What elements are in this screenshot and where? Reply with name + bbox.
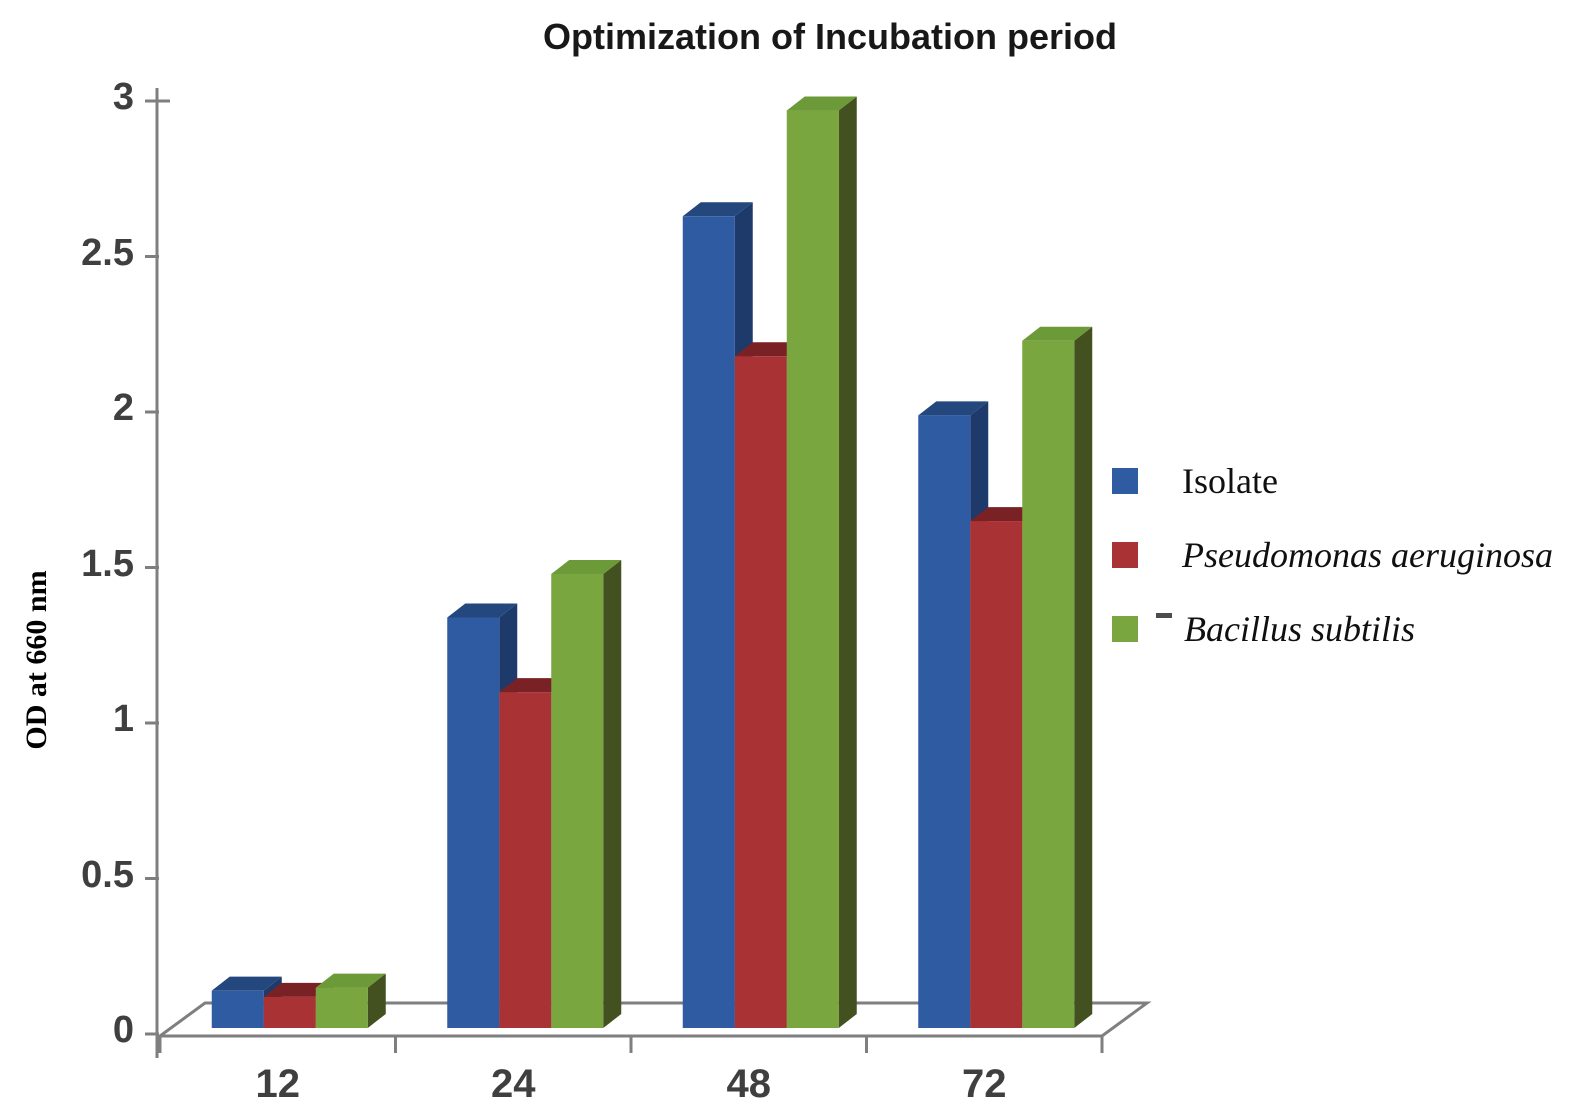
legend-item-bacillus: Bacillus subtilis: [1112, 606, 1553, 652]
x-tick-label-48: 48: [726, 1062, 772, 1106]
bar-top-face: [682, 202, 753, 217]
legend-item-pseudomonas: Pseudomonas aeruginosa: [1112, 532, 1553, 578]
bar-front-face: [447, 617, 500, 1028]
bar-front-face: [315, 987, 368, 1028]
bar-top-face: [551, 559, 622, 574]
bar-side-face: [1074, 326, 1093, 1028]
bar-top-face: [211, 976, 282, 991]
chart-title: Optimization of Incubation period: [543, 16, 1117, 57]
y-tick-label-2.5: 2.5: [81, 231, 134, 274]
legend-label-bacillus: Bacillus subtilis: [1184, 609, 1416, 649]
bar-front-face: [970, 521, 1023, 1028]
legend-label-isolate: Isolate: [1182, 461, 1278, 501]
bar-side-face: [838, 96, 857, 1029]
bar-front-face: [499, 692, 552, 1028]
legend: Isolate Pseudomonas aeruginosa Bacillus …: [1112, 458, 1553, 680]
y-tick-label-2: 2: [112, 387, 134, 429]
y-tick-label-0.5: 0.5: [81, 853, 134, 896]
bar-side-face: [603, 559, 622, 1028]
bar-front-face: [211, 990, 264, 1028]
bar-bacillus-48: [786, 96, 857, 1029]
x-tick-label-12: 12: [255, 1062, 301, 1106]
bar-front-face: [734, 356, 787, 1028]
bar-front-face: [918, 415, 971, 1029]
y-tick-label-3: 3: [112, 76, 134, 118]
x-tick-label-24: 24: [491, 1062, 536, 1106]
floor-outline: [155, 1001, 1152, 1038]
bar-front-face: [263, 996, 316, 1028]
legend-dash-artifact: [1156, 612, 1172, 618]
y-tick-label-1.5: 1.5: [81, 542, 134, 585]
y-tick-label-1: 1: [112, 698, 134, 740]
bar-top-face: [447, 603, 518, 618]
legend-swatch-pseudomonas: [1112, 542, 1138, 568]
legend-swatch-bacillus: [1112, 616, 1138, 642]
bar-bacillus-12: [315, 973, 386, 1028]
legend-item-isolate: Isolate: [1112, 458, 1553, 504]
bar-top-face: [918, 401, 989, 416]
bar-bacillus-24: [551, 559, 622, 1028]
bar-front-face: [682, 216, 735, 1029]
x-tick-label-72: 72: [962, 1062, 1007, 1106]
bar-front-face: [1022, 340, 1075, 1028]
bar-top-face: [1022, 326, 1093, 341]
y-tick-label-0: 0: [112, 1009, 134, 1051]
bar-top-face: [786, 96, 857, 111]
legend-swatch-isolate: [1112, 468, 1138, 494]
bar-side-face: [367, 973, 386, 1028]
bar-front-face: [551, 573, 604, 1028]
bar-front-face: [786, 110, 839, 1029]
legend-label-pseudomonas: Pseudomonas aeruginosa: [1182, 535, 1553, 575]
bar-top-face: [315, 973, 386, 988]
bar-bacillus-72: [1022, 326, 1093, 1028]
